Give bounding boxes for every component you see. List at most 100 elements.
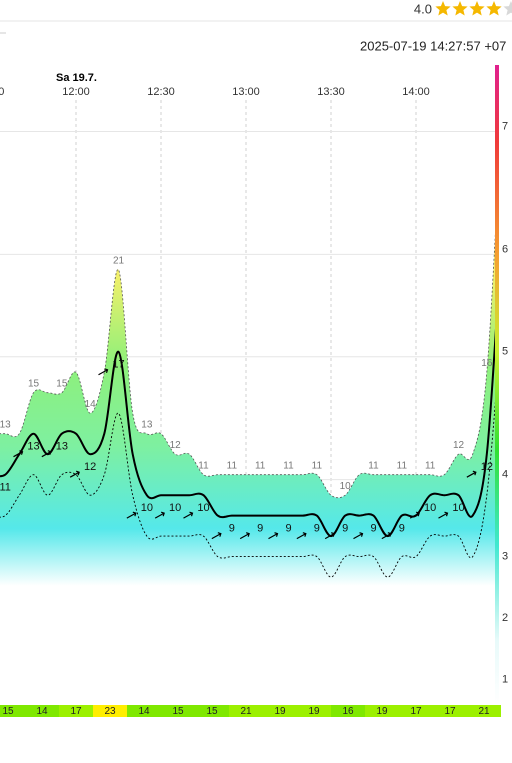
direction-arrow — [409, 511, 420, 519]
x-tick-label: 11:30 — [0, 86, 4, 98]
gust-area — [0, 240, 495, 700]
strip-cell — [127, 705, 161, 717]
strip-label: 19 — [376, 706, 388, 717]
avg-label: 10 — [197, 502, 209, 514]
rating-stars — [435, 1, 512, 16]
direction-arrow — [239, 532, 250, 540]
strip-label: 23 — [104, 706, 116, 717]
x-tick-label: 14:00 — [402, 86, 430, 98]
strip-cell — [161, 705, 195, 717]
gust-label: 16 — [481, 358, 493, 369]
strip-cell — [467, 705, 501, 717]
y-tick-label: 1 — [502, 673, 508, 685]
strip-label: 19 — [308, 706, 320, 717]
direction-arrow — [126, 511, 137, 519]
strip-cell — [195, 705, 229, 717]
gust-label: 11 — [368, 460, 379, 471]
direction-arrow — [324, 532, 335, 540]
direction-arrow — [41, 450, 52, 458]
strip-cell — [331, 705, 365, 717]
avg-label: 9 — [285, 523, 291, 535]
min-line — [0, 401, 495, 578]
strip-cell — [0, 705, 25, 717]
x-tick-label: 13:00 — [232, 86, 260, 98]
strip-cell — [297, 705, 331, 717]
strip-label: 16 — [342, 706, 354, 717]
star — [486, 1, 502, 16]
star — [503, 1, 512, 16]
strip-cell — [365, 705, 399, 717]
day-label: Sa 19.7. — [56, 72, 97, 84]
strip-cell — [25, 705, 59, 717]
strip-label: 14 — [36, 706, 48, 717]
gust-label: 11 — [255, 460, 266, 471]
gust-label: 13 — [0, 419, 11, 430]
strip-label: 17 — [444, 706, 456, 717]
avg-label: 9 — [229, 523, 235, 535]
avg-label: 10 — [141, 502, 153, 514]
direction-arrow — [438, 511, 449, 519]
avg-label: 9 — [370, 523, 376, 535]
avg-label: 10 — [452, 502, 464, 514]
avg-label: 13 — [27, 441, 39, 453]
gust-line — [0, 232, 495, 499]
gust-label: 11 — [283, 460, 294, 471]
gust-label: 15 — [56, 378, 68, 389]
direction-arrow — [381, 532, 392, 540]
avg-label: 9 — [342, 523, 348, 535]
direction-arrow — [466, 470, 477, 478]
strip-label: 14 — [138, 706, 150, 717]
gust-label: 12 — [170, 440, 182, 451]
avg-label: 10 — [424, 502, 436, 514]
direction-arrow — [154, 511, 165, 519]
gust-label: 14 — [85, 399, 97, 410]
y-tick-label: 4 — [502, 469, 508, 481]
avg-label: 10 — [169, 502, 181, 514]
gust-label: 11 — [227, 460, 238, 471]
strip-label: 21 — [240, 706, 252, 717]
y-tick-label: 7 — [502, 120, 508, 132]
avg-label: 9 — [399, 523, 405, 535]
gust-label: 13 — [141, 419, 153, 430]
gust-label: 21 — [113, 255, 125, 266]
star — [435, 1, 451, 16]
star — [452, 1, 468, 16]
avg-label: 13 — [56, 441, 68, 453]
direction-arrow — [183, 511, 194, 519]
direction-arrow — [69, 470, 80, 478]
x-tick-label: 13:30 — [317, 86, 345, 98]
timestamp: 2025-07-19 14:27:57 +07 — [360, 38, 506, 53]
strip-label: 21 — [478, 706, 490, 717]
strip-cell — [399, 705, 433, 717]
direction-arrow — [296, 532, 307, 540]
avg-label: 12 — [84, 461, 96, 473]
direction-arrow — [211, 532, 222, 540]
strip-cell — [263, 705, 297, 717]
avg-line — [0, 328, 495, 538]
avg-label: 17 — [112, 359, 124, 371]
rating: 4.0 — [414, 1, 432, 16]
x-tick-label: 12:00 — [62, 86, 90, 98]
direction-arrow — [98, 368, 109, 376]
strip-label: 17 — [70, 706, 82, 717]
star — [469, 1, 485, 16]
direction-arrow — [13, 450, 24, 458]
gust-label: 11 — [312, 460, 323, 471]
strip-label: 15 — [206, 706, 218, 717]
y-tick-label: 3 — [502, 551, 508, 563]
x-tick-label: 12:30 — [147, 86, 175, 98]
avg-label: 11 — [0, 482, 11, 494]
gust-label: 12 — [453, 440, 465, 451]
direction-arrow — [268, 532, 279, 540]
avg-label: 9 — [314, 523, 320, 535]
strip-label: 17 — [410, 706, 422, 717]
gust-label: 11 — [425, 460, 436, 471]
strip-cell — [433, 705, 467, 717]
strip-label: 19 — [274, 706, 286, 717]
strip-cell — [93, 705, 127, 717]
avg-label: 9 — [257, 523, 263, 535]
direction-arrow — [353, 532, 364, 540]
y-tick-label: 2 — [502, 612, 508, 624]
